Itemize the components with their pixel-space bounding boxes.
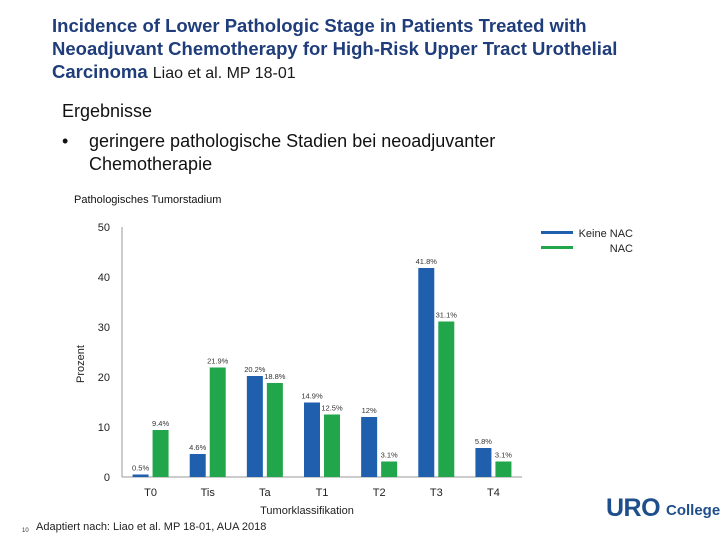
data-label-nac-t4: 3.1% [495, 451, 512, 460]
y-tick-label: 20 [98, 372, 110, 384]
data-label-keine-nac-t3: 41.8% [416, 257, 438, 266]
logo-uro: URO [606, 494, 661, 522]
bar-nac-t2 [381, 461, 398, 477]
bar-nac-t0 [152, 430, 169, 477]
data-label-nac-t2: 3.1% [381, 451, 398, 460]
x-tick-label: Tis [201, 487, 216, 499]
x-axis-label: Tumorklassifikation [260, 505, 354, 517]
bar-keine-nac-t3 [418, 268, 435, 477]
legend-swatch-nac [541, 246, 573, 249]
data-label-keine-nac-t4: 5.8% [475, 437, 492, 446]
bar-nac-t4 [495, 461, 512, 477]
bar-nac-tis [209, 367, 226, 477]
data-label-nac-t0: 9.4% [152, 419, 169, 428]
x-tick-label: T0 [144, 487, 157, 499]
bullet-text: geringere pathologische Stadien bei neoa… [89, 131, 496, 174]
x-tick-label: T2 [373, 487, 386, 499]
source-note: Adaptiert nach: Liao et al. MP 18-01, AU… [36, 521, 267, 533]
slide-number: 10 [22, 528, 29, 534]
data-label-keine-nac-ta: 20.2% [244, 365, 266, 374]
y-tick-label: 50 [98, 222, 110, 234]
bar-nac-ta [266, 383, 283, 477]
results-heading: Ergebnisse [62, 101, 153, 121]
data-label-nac-ta: 18.8% [264, 372, 286, 381]
slide-title-text: Incidence of Lower Pathologic Stage in P… [52, 15, 618, 82]
urocollege-logo: URO College [606, 494, 720, 524]
x-tick-label: Ta [259, 487, 272, 499]
chart-title: Pathologisches Tumorstadium [74, 194, 222, 206]
bar-keine-nac-t2 [361, 417, 378, 477]
bar-keine-nac-tis [189, 454, 206, 477]
slide-title-citation: Liao et al. MP 18-01 [152, 65, 296, 82]
slide-title: Incidence of Lower Pathologic Stage in P… [52, 14, 702, 85]
data-label-keine-nac-t2: 12% [362, 406, 377, 415]
bar-keine-nac-t0 [132, 474, 149, 477]
bar-nac-t1 [324, 414, 340, 477]
data-label-keine-nac-t0: 0.5% [132, 464, 149, 473]
y-tick-label: 30 [98, 322, 110, 334]
legend-swatch-keine-nac [541, 231, 573, 234]
data-label-nac-t1: 12.5% [321, 404, 343, 413]
bar-nac-t3 [438, 321, 455, 477]
y-tick-label: 10 [98, 422, 110, 434]
y-axis-label: Prozent [75, 345, 87, 383]
x-tick-label: T1 [316, 487, 329, 499]
x-tick-label: T3 [430, 487, 443, 499]
logo-college: College [666, 502, 720, 519]
bar-keine-nac-t4 [475, 448, 492, 477]
legend-label-keine-nac: Keine NAC [579, 228, 633, 240]
data-label-nac-tis: 21.9% [207, 357, 229, 366]
legend-label-nac: NAC [610, 243, 633, 255]
y-tick-label: 40 [98, 272, 110, 284]
data-label-keine-nac-tis: 4.6% [189, 443, 206, 452]
data-label-nac-t3: 31.1% [436, 311, 458, 320]
bar-keine-nac-t1 [304, 402, 320, 477]
bullet-icon: • [62, 131, 69, 151]
data-label-keine-nac-t1: 14.9% [301, 392, 323, 401]
bar-keine-nac-ta [246, 376, 263, 477]
y-tick-label: 0 [104, 472, 110, 484]
x-tick-label: T4 [487, 487, 500, 499]
